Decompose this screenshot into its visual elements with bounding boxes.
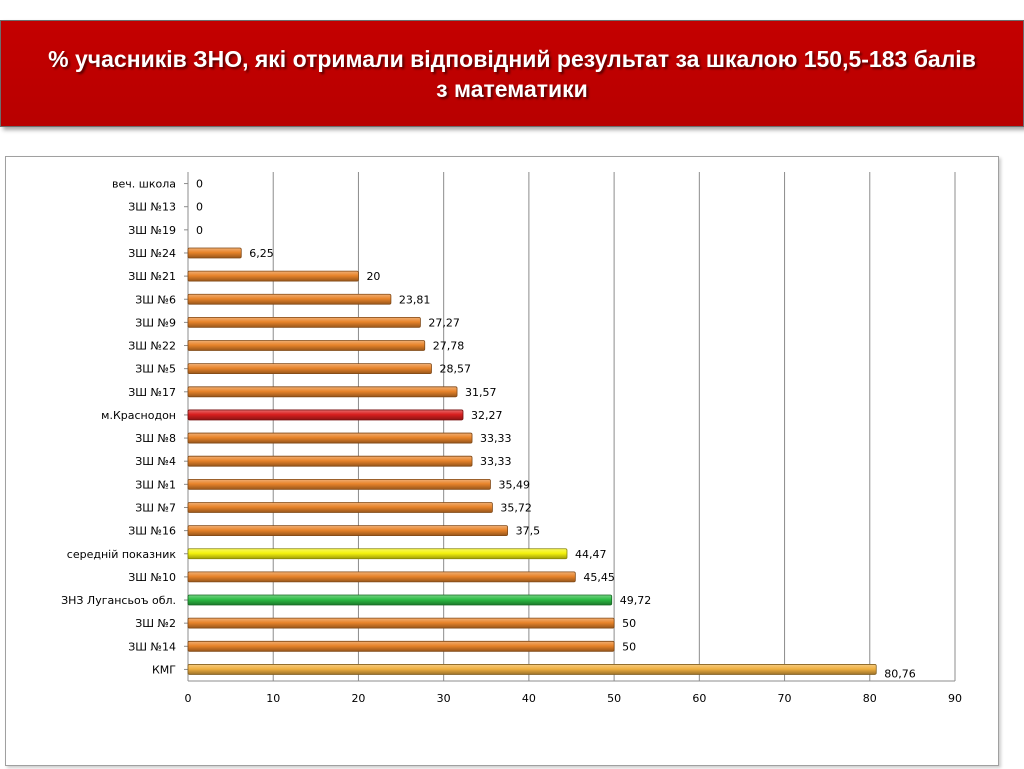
bar (187, 502, 493, 513)
bar-value-label: 49,72 (620, 594, 652, 607)
category-label: ЗШ №24 (128, 247, 176, 260)
bar-value-label: 33,33 (480, 455, 512, 468)
bar (187, 293, 392, 305)
bar-value-label: 37,5 (516, 525, 541, 538)
x-tick-label-30: 30 (437, 692, 451, 705)
bar (187, 340, 426, 351)
bar-value-label: 23,81 (399, 293, 431, 306)
category-label: середній показник (67, 548, 177, 561)
bar-value-label: 31,57 (465, 386, 497, 399)
chart-frame: 0 10 20 30 40 50 60 70 80 90 веч. школа 0 ЗШ №13 0 ЗШ … (5, 156, 999, 766)
bar (187, 594, 613, 606)
title-banner: % учасників ЗНО, які отримали відповідни… (0, 20, 1024, 127)
bar-value-label: 35,72 (500, 501, 532, 514)
category-label: КМГ (152, 663, 176, 676)
bar (187, 409, 464, 421)
bar (187, 363, 432, 375)
x-tick-label-20: 20 (351, 692, 365, 705)
x-tick-label-60: 60 (692, 692, 706, 705)
bar (187, 432, 473, 444)
bar-value-label: 0 (196, 201, 203, 214)
category-label: ЗШ №21 (128, 270, 176, 283)
category-label: ЗШ №14 (128, 640, 176, 653)
bar (187, 478, 491, 490)
category-label: ЗШ №19 (128, 224, 176, 237)
category-label: ЗШ №4 (135, 455, 176, 468)
bar-value-label: 44,47 (575, 548, 607, 561)
page-title: % учасників ЗНО, які отримали відповідни… (48, 45, 976, 102)
x-tick-label-70: 70 (778, 692, 792, 705)
bar-value-label: 28,57 (439, 363, 471, 376)
bar (187, 617, 615, 629)
bar-value-label: 35,49 (498, 478, 530, 491)
bar (187, 455, 473, 467)
category-label: ЗШ №9 (135, 316, 176, 329)
category-label: ЗШ №6 (135, 293, 176, 306)
bar-value-label: 80,76 (884, 667, 916, 680)
category-label: м.Краснодон (101, 409, 176, 422)
category-label: ЗШ №16 (128, 525, 176, 538)
x-tick-label-80: 80 (863, 692, 877, 705)
category-label: ЗШ №8 (135, 432, 176, 445)
bar-value-label: 32,27 (471, 409, 503, 422)
category-label: ЗШ №10 (128, 571, 176, 584)
category-label: ЗШ №1 (135, 478, 176, 491)
x-tick-label-50: 50 (607, 692, 621, 705)
bar-chart: 0 10 20 30 40 50 60 70 80 90 веч. школа 0 ЗШ №13 0 ЗШ … (61, 172, 962, 705)
x-tick-label-40: 40 (522, 692, 536, 705)
bar-value-label: 0 (196, 178, 203, 191)
bar-value-label: 27,78 (433, 340, 465, 353)
bar (187, 247, 242, 259)
category-label: ЗШ №7 (135, 501, 176, 514)
category-label: веч. школа (112, 178, 176, 191)
bar-value-label: 50 (622, 640, 636, 653)
bar (187, 548, 568, 560)
bar-value-label: 20 (366, 270, 380, 283)
bar-value-label: 27,27 (428, 316, 460, 329)
category-label: ЗШ №5 (135, 363, 176, 376)
x-tick-label-90: 90 (948, 692, 962, 705)
bar-value-label: 45,45 (583, 571, 615, 584)
category-label: ЗШ №17 (128, 386, 176, 399)
category-label: ЗШ №13 (128, 201, 176, 214)
category-label: ЗНЗ Лугансьоъ обл. (61, 594, 176, 607)
bar-value-label: 0 (196, 224, 203, 237)
bar (187, 525, 508, 537)
category-label: ЗШ №2 (135, 617, 176, 630)
bar-value-label: 6,25 (249, 247, 274, 260)
bar (187, 640, 615, 652)
bar (187, 664, 877, 675)
bar-value-label: 33,33 (480, 432, 512, 445)
category-label: ЗШ №22 (128, 340, 176, 353)
bar (187, 571, 576, 583)
bar (187, 270, 359, 282)
bar (187, 386, 458, 398)
x-tick-label-0: 0 (185, 692, 192, 705)
bar-value-label: 50 (622, 617, 636, 630)
x-tick-label-10: 10 (266, 692, 280, 705)
bar (187, 316, 421, 328)
